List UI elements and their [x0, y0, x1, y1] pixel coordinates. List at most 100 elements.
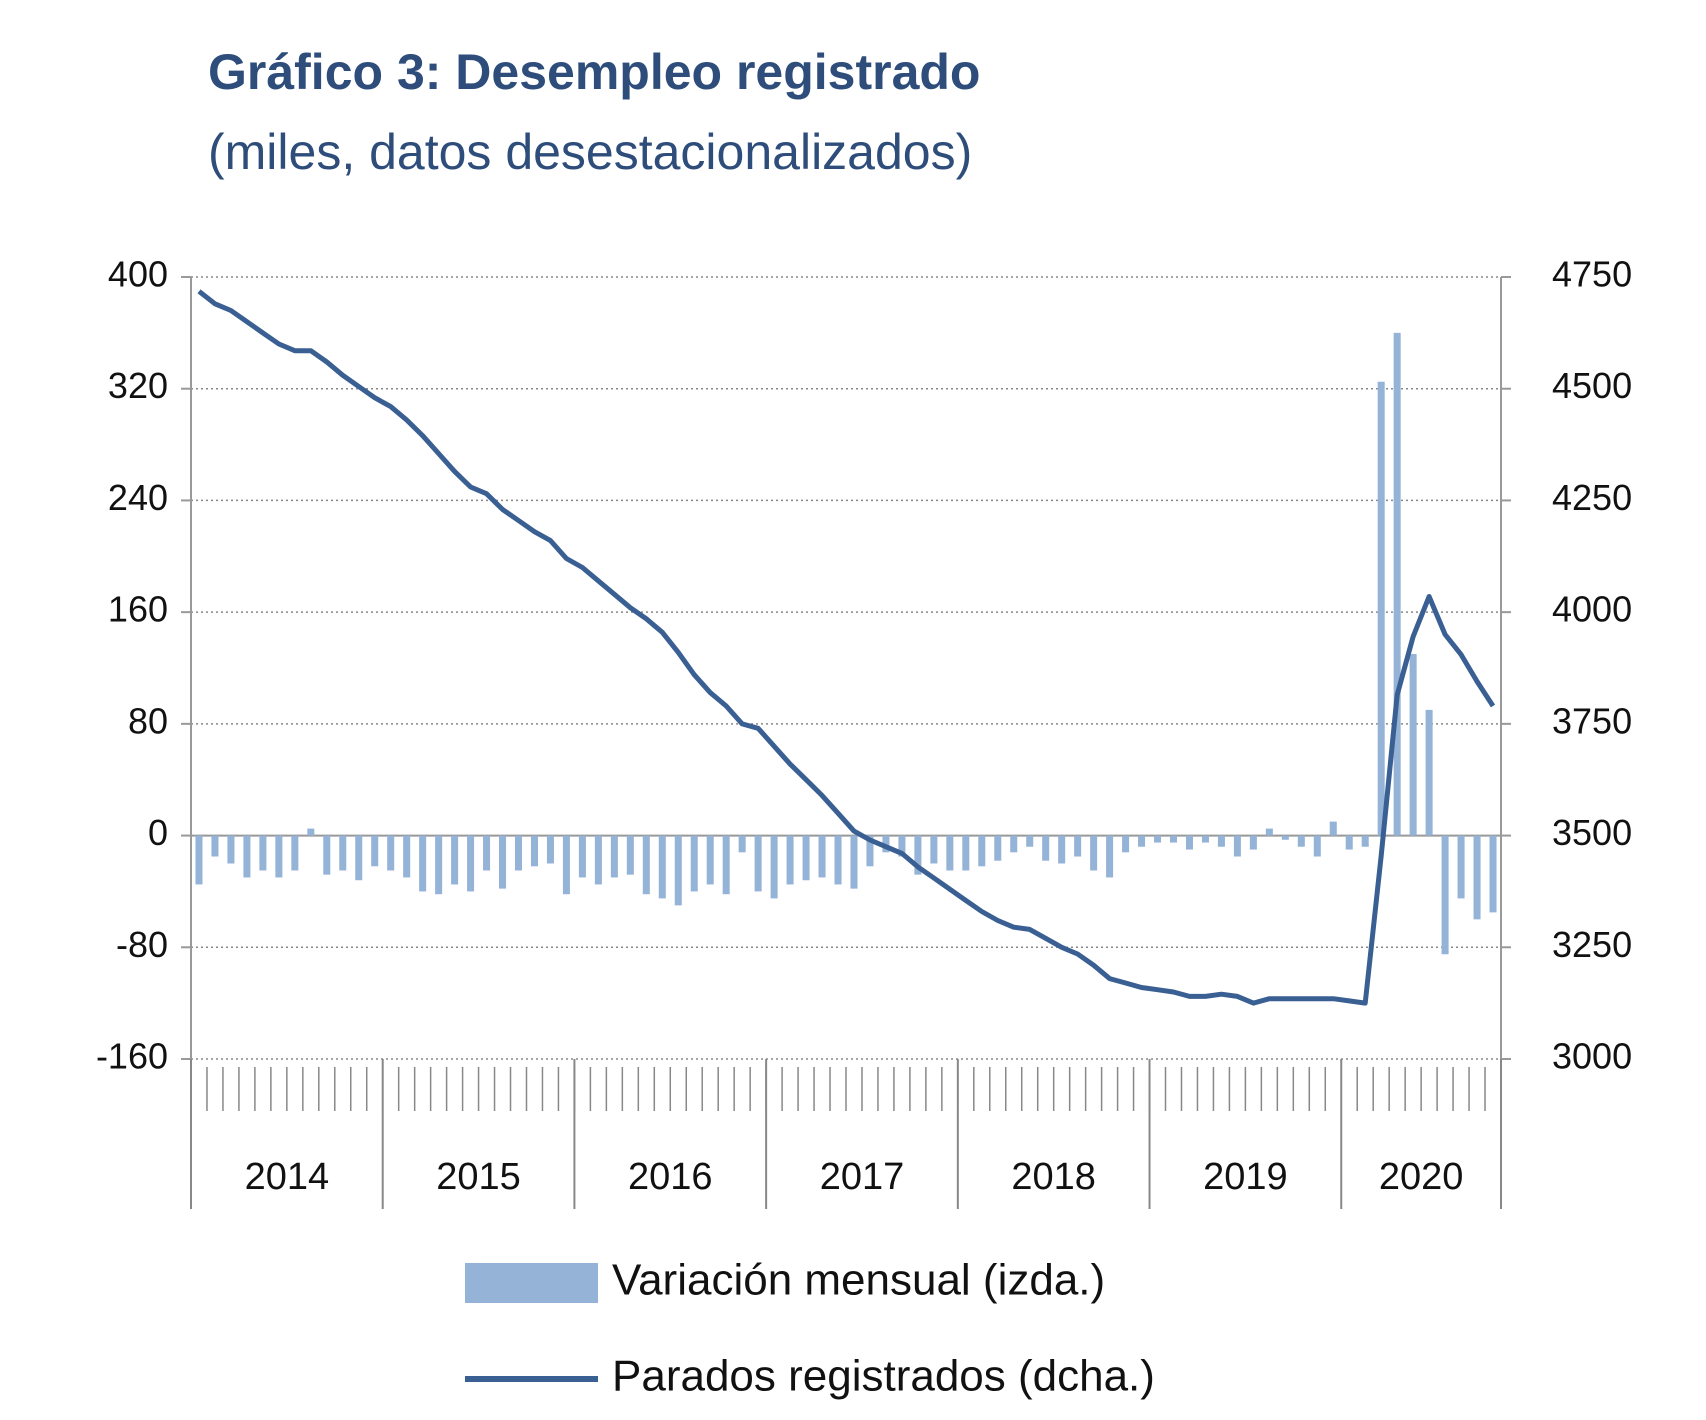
bar [1249, 835, 1257, 850]
bar [1217, 835, 1225, 847]
bar [930, 835, 938, 864]
y-tick-label: 0 [148, 812, 168, 853]
chart-title: Gráfico 3: Desempleo registrado [208, 44, 980, 100]
y2-tick-label: 4250 [1552, 477, 1632, 518]
bar [978, 835, 986, 867]
bar [706, 835, 714, 885]
bar [594, 835, 602, 885]
line [197, 289, 1496, 1006]
y-tick-label: 400 [108, 254, 168, 295]
x-tick-label: 2018 [1011, 1156, 1096, 1198]
bar [355, 835, 363, 881]
bar [1457, 835, 1465, 899]
bar [690, 835, 698, 892]
y-tick-label: 240 [108, 477, 168, 518]
bar [387, 835, 395, 871]
bar [1489, 835, 1497, 913]
bar [1074, 835, 1082, 857]
bar [530, 835, 538, 867]
bar [1026, 835, 1034, 847]
bar [1201, 835, 1209, 843]
bar [610, 835, 618, 878]
bar [754, 835, 762, 892]
bar [1281, 835, 1289, 840]
bar [1313, 835, 1321, 857]
y-tick-label: -160 [96, 1036, 168, 1077]
bar [1138, 835, 1146, 847]
bar [898, 835, 906, 857]
bar [1393, 332, 1401, 836]
bar [1361, 835, 1369, 847]
bar [562, 835, 570, 895]
bar [946, 835, 954, 871]
y-tick-label: 320 [108, 365, 168, 406]
bar [227, 835, 235, 864]
bar [1441, 835, 1449, 955]
bar [371, 835, 379, 867]
chart-subtitle: (miles, datos desestacionalizados) [208, 124, 972, 180]
bar [770, 835, 778, 899]
bar [403, 835, 411, 878]
bar [467, 835, 475, 892]
x-tick-label: 2015 [436, 1156, 521, 1198]
y2-tick-label: 3500 [1552, 812, 1632, 853]
bar [275, 835, 283, 878]
bar [1425, 709, 1433, 836]
legend-swatch [465, 1263, 598, 1303]
legend-label: Parados registrados (dcha.) [612, 1352, 1155, 1401]
y2-tick-label: 4000 [1552, 589, 1632, 630]
bar [818, 835, 826, 878]
bar [1169, 835, 1178, 843]
bar [642, 835, 650, 895]
bar [1233, 835, 1241, 857]
bar [962, 835, 970, 871]
bar [834, 835, 842, 885]
bar [850, 835, 858, 889]
y-tick-label: 80 [128, 700, 168, 741]
bar [914, 835, 922, 875]
bar [1010, 835, 1018, 853]
bar [1265, 828, 1273, 836]
bar [1058, 835, 1066, 864]
bar [1106, 835, 1114, 878]
bar [1345, 835, 1353, 850]
bar [419, 835, 427, 892]
bar [435, 835, 443, 895]
bar [1297, 835, 1305, 847]
x-tick-label: 2017 [820, 1156, 905, 1198]
bar [243, 835, 251, 878]
y2-tick-label: 3750 [1552, 700, 1632, 741]
y2-tick-label: 3250 [1552, 924, 1632, 965]
bar [1122, 835, 1130, 853]
y2-tick-label: 4500 [1552, 365, 1632, 406]
bar [259, 835, 267, 871]
bar [195, 835, 203, 885]
bar [483, 835, 491, 871]
bar [1329, 821, 1337, 836]
y-tick-label: -80 [116, 924, 168, 965]
x-tick-label: 2019 [1203, 1156, 1288, 1198]
bar [866, 835, 874, 867]
bar [1154, 835, 1162, 843]
bar [307, 828, 315, 836]
x-tick-label: 2020 [1379, 1156, 1464, 1198]
x-tick-label: 2016 [628, 1156, 713, 1198]
bar [514, 835, 523, 871]
bar [722, 835, 730, 895]
bar [1042, 835, 1050, 861]
bar [1409, 654, 1417, 836]
bar [658, 835, 666, 899]
bar [499, 835, 507, 889]
bar [674, 835, 682, 906]
bar [1377, 381, 1385, 836]
bar [211, 835, 219, 857]
y2-tick-label: 3000 [1552, 1036, 1632, 1077]
bar [451, 835, 459, 885]
bar [786, 835, 794, 885]
bar [578, 835, 586, 878]
bar [1473, 835, 1481, 920]
legend-label: Variación mensual (izda.) [612, 1256, 1105, 1305]
bar [546, 835, 554, 864]
bar [994, 835, 1002, 861]
